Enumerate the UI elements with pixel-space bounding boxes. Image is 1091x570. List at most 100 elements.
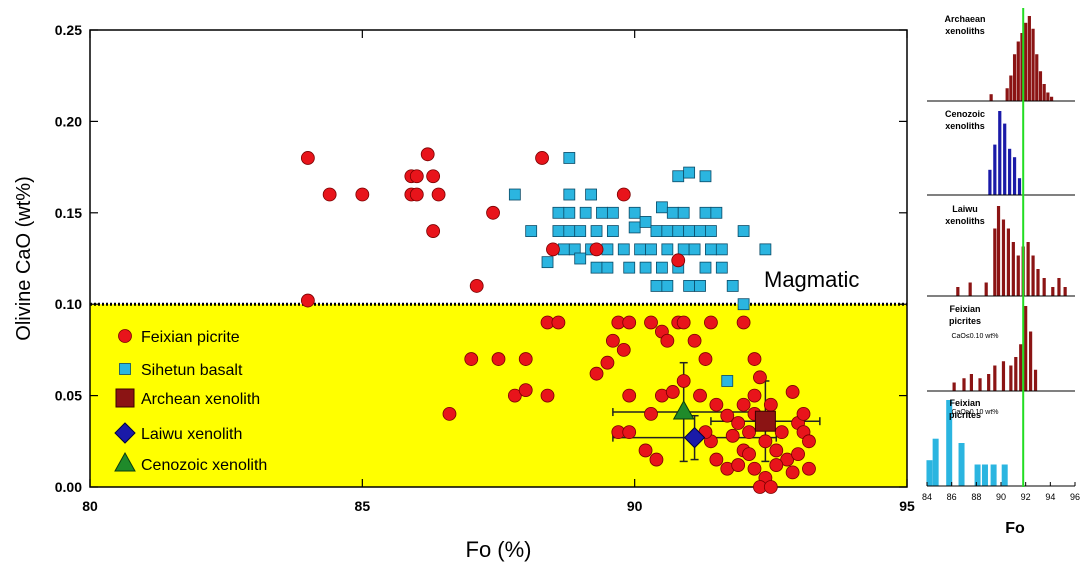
sihetun-point <box>688 243 701 256</box>
feixian-point <box>791 447 805 461</box>
sihetun-point <box>715 243 728 256</box>
feixian-point <box>693 388 707 403</box>
x-tick-label: 85 <box>355 498 371 514</box>
histogram-x-tick-label: 90 <box>996 492 1006 502</box>
feixian-point <box>638 443 653 458</box>
sihetun-point <box>590 225 603 237</box>
y-tick-label: 0.15 <box>55 205 82 221</box>
sihetun-point <box>715 261 728 274</box>
sihetun-point <box>606 225 619 237</box>
sihetun-point <box>705 243 717 256</box>
histogram-bar <box>1017 178 1022 195</box>
histogram-bar <box>968 282 972 296</box>
histogram-bar <box>1031 255 1035 296</box>
sihetun-point <box>579 206 592 219</box>
x-tick-label: 95 <box>899 498 915 514</box>
feixian-point <box>518 383 533 398</box>
feixian-point <box>420 147 435 162</box>
histogram-title: Feixian <box>949 398 980 408</box>
y-axis-label: Olivine CaO (wt%) <box>13 176 35 340</box>
sihetun-point <box>656 201 668 214</box>
feixian-point <box>551 315 566 330</box>
legend-label: Sihetun basalt <box>141 362 243 379</box>
sihetun-point <box>552 225 565 237</box>
histogram-bar <box>1024 306 1028 391</box>
feixian-point <box>622 315 637 330</box>
feixian-point <box>704 315 718 330</box>
feixian-point <box>769 458 784 472</box>
sihetun-point <box>552 206 565 219</box>
sihetun-point <box>650 280 663 292</box>
feixian-point <box>660 333 675 348</box>
threshold-label: Magmatic <box>764 267 859 292</box>
feixian-point <box>600 355 615 370</box>
histogram-title: Cenozoic <box>945 109 985 119</box>
sihetun-point <box>661 243 674 256</box>
legend-marker <box>114 422 136 444</box>
feixian-point <box>698 352 713 366</box>
sihetun-point <box>639 216 652 228</box>
histogram-bar <box>974 464 981 486</box>
histogram-bar <box>1001 464 1008 486</box>
histogram-bar <box>1049 96 1054 101</box>
plot-frame <box>89 29 908 488</box>
feixian-point <box>469 279 484 293</box>
legend-marker <box>119 363 131 375</box>
histogram-bar <box>1046 92 1050 101</box>
feixian-point <box>665 385 680 399</box>
archean-point <box>754 410 776 432</box>
histogram-bar <box>993 144 997 195</box>
feixian-point <box>622 388 637 403</box>
feixian-point <box>769 443 784 458</box>
sihetun-point <box>590 261 603 274</box>
sihetun-point <box>601 261 614 274</box>
histogram-bar <box>932 438 939 486</box>
sihetun-point <box>699 170 712 183</box>
histogram-bar <box>988 169 992 195</box>
feixian-point <box>763 480 778 494</box>
histogram-bar <box>952 382 956 391</box>
histogram-bar <box>998 111 1002 195</box>
sihetun-point <box>601 243 614 256</box>
histogram-x-tick-label: 86 <box>947 492 957 502</box>
y-tick-label: 0.25 <box>55 22 82 38</box>
histogram-subtitle: CaO≥0.10 wt% <box>951 409 998 416</box>
histogram-bar <box>969 374 973 391</box>
histogram-x-tick-label: 92 <box>1021 492 1031 502</box>
sihetun-point <box>541 256 554 269</box>
histogram-bar <box>1035 54 1039 101</box>
histogram-bar <box>1024 22 1028 101</box>
feixian-point <box>758 434 773 449</box>
histogram-bar <box>1011 242 1015 296</box>
y-tick-label: 0.05 <box>55 388 82 404</box>
sihetun-point <box>705 225 717 237</box>
feixian-point <box>709 397 724 412</box>
feixian-point <box>687 333 702 348</box>
feixian-point <box>676 374 691 388</box>
histogram-title: picrites <box>949 316 981 326</box>
x-tick-label: 80 <box>82 498 98 514</box>
feixian-point <box>464 352 479 366</box>
feixian-point <box>753 370 767 385</box>
feixian-point <box>605 333 620 348</box>
histogram-bar <box>1029 331 1033 391</box>
y-tick-label: 0.00 <box>55 479 82 495</box>
histogram-bar <box>1014 357 1018 391</box>
feixian-point <box>774 425 789 440</box>
legend-label: Archean xenolith <box>141 391 260 408</box>
feixian-point <box>747 461 762 476</box>
sihetun-point <box>563 188 576 201</box>
feixian-point <box>802 461 816 476</box>
sihetun-point <box>508 188 521 201</box>
sihetun-point <box>645 243 657 256</box>
sihetun-point <box>672 170 685 183</box>
legend-marker <box>115 388 135 408</box>
histogram-title: Laiwu <box>952 204 978 214</box>
histogram-bar <box>996 206 1001 296</box>
feixian-point <box>802 434 816 449</box>
sihetun-point <box>574 225 587 237</box>
feixian-point <box>709 452 724 467</box>
histogram-bar <box>958 443 965 486</box>
feixian-point <box>785 385 800 399</box>
sihetun-point <box>683 166 696 179</box>
